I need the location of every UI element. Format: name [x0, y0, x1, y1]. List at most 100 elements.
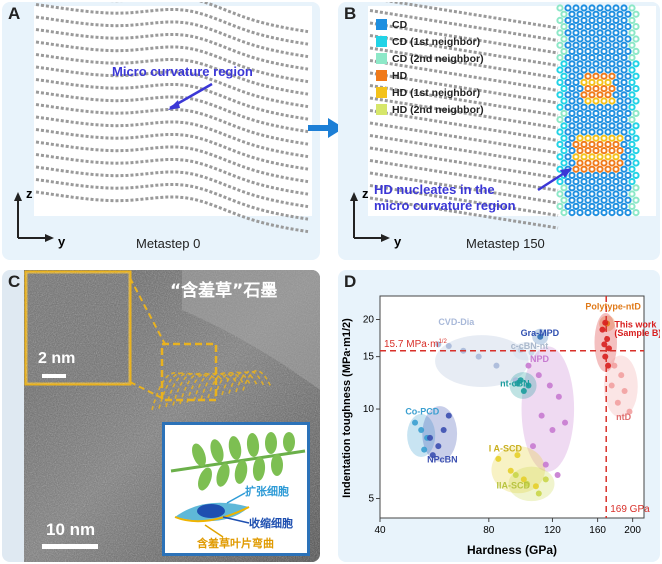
data-point: [435, 341, 442, 348]
series-label: NPD: [530, 354, 550, 364]
legend-contract-cells: 收缩细胞: [249, 517, 293, 530]
panel-label-a: A: [8, 4, 21, 23]
legend-item: HD (2nd neighbor): [376, 101, 484, 118]
legend-text: HD: [392, 69, 408, 82]
data-point: [621, 387, 628, 394]
region-c-cbn-nt: [512, 341, 540, 361]
axis-y-label-b: y: [394, 234, 402, 249]
data-point: [608, 382, 615, 389]
data-point: [520, 387, 527, 394]
legend-item: CD (2nd neighbor): [376, 50, 484, 67]
panel-label-d: D: [344, 272, 357, 291]
legend-swatch: [376, 19, 387, 30]
data-point: [554, 471, 561, 478]
series-label: (Sample B): [614, 328, 660, 338]
data-point: [445, 342, 452, 349]
data-point: [475, 353, 482, 360]
data-point: [520, 476, 527, 483]
data-point: [626, 408, 633, 415]
region-iia-scd: [508, 466, 555, 502]
data-point: [445, 412, 452, 419]
tem-image: [24, 270, 320, 562]
axis-z-label-a: z: [26, 186, 33, 201]
data-point: [532, 483, 539, 490]
data-point: [555, 393, 562, 400]
x-tick-label: 120: [544, 525, 561, 536]
series-label: IIA-SCD: [496, 481, 530, 491]
graphene-lattice-a: Micro curvature region z y: [14, 2, 312, 249]
series-label: NPcBN: [427, 455, 458, 465]
data-point: [418, 427, 425, 434]
axis-z-label-b: z: [362, 186, 369, 201]
legend-item: CD: [376, 16, 484, 33]
data-point: [599, 326, 606, 333]
inset-scale-label: 2 nm: [38, 350, 76, 367]
data-point: [493, 362, 500, 369]
data-point: [538, 412, 545, 419]
data-point: [529, 443, 536, 450]
legend-b: CD CD (1st neighbor) CD (2nd neighbor) HD HD…: [376, 16, 484, 118]
data-point: [542, 461, 549, 468]
region-npd: [521, 346, 575, 472]
data-point: [546, 382, 553, 389]
region-cvd-dia: [435, 335, 529, 387]
micro-curvature-label: Micro curvature region: [112, 64, 253, 79]
series-label: nt-cBN: [500, 379, 529, 389]
panel-label-c: C: [8, 272, 21, 291]
data-point: [618, 372, 625, 379]
data-point: [429, 452, 436, 459]
legend-text: HD (2nd neighbor): [392, 103, 484, 116]
legend-expand-cells: 扩张细胞: [245, 485, 289, 498]
data-point: [512, 471, 519, 478]
legend-item: CD (1st neighbor): [376, 33, 484, 50]
data-point: [421, 446, 428, 453]
legend-swatch: [376, 36, 387, 47]
caption-b: Metastep 150: [466, 236, 545, 251]
data-point: [440, 427, 447, 434]
legend-swatch: [376, 53, 387, 64]
series-label: This work: [614, 320, 657, 330]
transition-arrow: [308, 118, 344, 138]
legend-item: HD (1st neighbor): [376, 84, 484, 101]
series-label: I A-SCD: [489, 443, 523, 453]
vline-label: 169 GPa: [610, 504, 650, 515]
series-label: Gra-MPD: [521, 328, 560, 338]
panel-d: D 15.7 MPa·m1/2 169 GPa 40 80 120 160 200 5 10 1…: [338, 270, 660, 562]
data-point: [495, 455, 502, 462]
data-point: [426, 434, 433, 441]
legend-text: CD: [392, 18, 408, 31]
scale-label: 10 nm: [46, 520, 96, 539]
mimosa-inset: 扩张细胞 收缩细胞 含羞草叶片弯曲: [162, 422, 310, 556]
x-tick-label: 40: [374, 525, 386, 536]
data-point: [537, 333, 544, 340]
legend-text: HD (1st neighbor): [392, 86, 481, 99]
series-label: Polytype-ntD: [585, 302, 641, 312]
x-tick-label: 160: [589, 525, 606, 536]
legend-swatch: [376, 104, 387, 115]
y-axis-title-main: Indentation toughness (MPa·m1/2): [341, 318, 353, 498]
legend-item: HD: [376, 67, 484, 84]
series-label: ntD: [616, 412, 631, 422]
region-i-a-scd: [491, 446, 546, 494]
ref-line-label: 15.7 MPa·m1/2: [384, 339, 447, 350]
x-axis-title: Hardness (GPa): [467, 543, 557, 557]
data-point: [412, 419, 419, 426]
legend-swatch: [376, 70, 387, 81]
y-axis-title: Indentation toughness (MPa·m1/2): [341, 318, 353, 498]
data-point: [535, 372, 542, 379]
legend-text: CD (2nd neighbor): [392, 52, 484, 65]
axis-y-label-a: y: [58, 234, 66, 249]
y-tick-label: 5: [368, 494, 374, 505]
data-point: [611, 362, 618, 369]
data-point: [507, 467, 514, 474]
toughness-hardness-chart: 15.7 MPa·m1/2 169 GPa 40 80 120 160 200 5 10 15 2…: [341, 295, 660, 557]
data-point: [562, 419, 569, 426]
legend-text: CD (1st neighbor): [392, 35, 481, 48]
data-point: [614, 399, 621, 406]
data-point: [602, 353, 609, 360]
mimosa-graphite-title: “含羞草”石墨: [170, 281, 278, 301]
legend-swatch: [376, 87, 387, 98]
caption-a: Metastep 0: [136, 236, 201, 251]
region-npcbn: [422, 406, 458, 462]
y-tick-label: 20: [363, 315, 375, 326]
